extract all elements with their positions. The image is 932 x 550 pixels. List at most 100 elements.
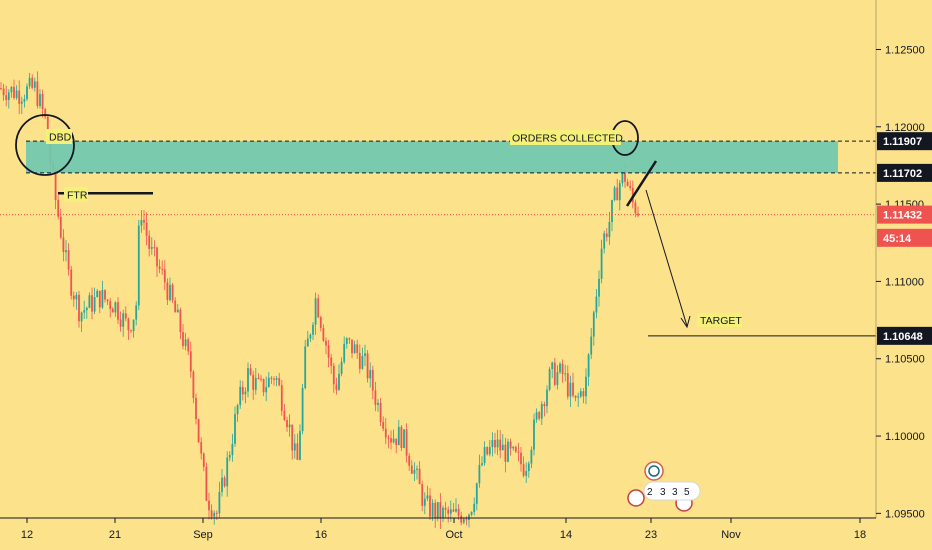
candle-body xyxy=(392,438,395,443)
candle-body xyxy=(13,86,15,98)
candle-body xyxy=(156,247,158,267)
candle-body xyxy=(413,469,416,474)
target-arrow[interactable] xyxy=(645,189,688,327)
candle-body xyxy=(137,225,140,306)
candle-body xyxy=(293,443,296,451)
candle-body xyxy=(449,509,452,514)
candle-body xyxy=(634,202,637,214)
candle-body xyxy=(275,378,278,380)
price-tag[interactable]: 1.11432 xyxy=(877,205,932,224)
candle-body xyxy=(158,266,161,269)
candle-body xyxy=(197,419,200,443)
candle-body xyxy=(442,507,444,519)
candle-body xyxy=(96,290,99,298)
candle-body xyxy=(75,294,78,300)
candle-body xyxy=(384,428,387,438)
orders-collected-text: ORDERS COLLECTED xyxy=(512,133,623,145)
candle-body xyxy=(163,269,166,283)
candle-body xyxy=(556,372,559,385)
event-icon-inner xyxy=(648,465,660,477)
candle-body xyxy=(403,429,405,448)
candle-body xyxy=(501,444,504,451)
price-tag[interactable]: 1.11702 xyxy=(877,163,932,182)
candle-body xyxy=(93,297,96,312)
candle-body xyxy=(241,386,244,395)
x-tick-label: Oct xyxy=(445,529,462,541)
candle-body xyxy=(260,378,262,380)
candle-body xyxy=(522,464,525,476)
event-count-4: 5 xyxy=(684,487,690,498)
candle-body xyxy=(226,457,229,487)
candle-body xyxy=(410,465,413,474)
candle-body xyxy=(585,376,587,397)
candle-body xyxy=(390,438,392,443)
candle-body xyxy=(306,338,309,347)
candle-body xyxy=(509,441,512,449)
price-tag[interactable]: 1.11907 xyxy=(877,132,932,151)
candle-body xyxy=(621,170,624,184)
candle-body xyxy=(187,339,190,352)
y-tick-label: 1.09500 xyxy=(885,508,925,520)
candle-body xyxy=(546,389,548,407)
candle-body xyxy=(434,502,437,518)
candle-body xyxy=(491,439,494,448)
candle-body xyxy=(590,336,593,355)
candle-body xyxy=(462,519,465,523)
candle-body xyxy=(278,378,281,386)
candle-body xyxy=(618,183,621,201)
candle-body xyxy=(221,477,223,492)
candle-body xyxy=(353,344,356,354)
candle-body xyxy=(140,219,143,226)
candle-body xyxy=(161,268,164,270)
candle-body xyxy=(127,318,130,331)
candle-body xyxy=(145,222,148,236)
price-tag-text: 1.11907 xyxy=(883,136,922,148)
supply-zone[interactable] xyxy=(26,141,838,173)
candle-body xyxy=(254,377,257,390)
candle-body xyxy=(54,169,57,201)
candle-body xyxy=(148,235,151,249)
candle-body xyxy=(340,361,343,374)
candle-body xyxy=(418,468,421,485)
price-axis[interactable]: 1.125001.120001.115001.110001.105001.100… xyxy=(875,0,932,520)
candle-body xyxy=(244,391,247,395)
candle-body xyxy=(358,352,361,369)
candle-body xyxy=(150,247,153,249)
candle-body xyxy=(457,508,460,516)
candle-body xyxy=(533,419,535,450)
price-tag[interactable]: 45:14 xyxy=(877,228,932,247)
ftr-label: FTR xyxy=(64,187,88,202)
candle-body xyxy=(475,483,478,504)
candle-body xyxy=(257,377,260,379)
candle-body xyxy=(452,509,455,512)
time-axis[interactable]: 12 21 Sep 16 Oct 14 23 Nov 18 xyxy=(0,517,876,541)
candle-body xyxy=(104,289,106,300)
candle-body xyxy=(512,446,515,449)
candle-body xyxy=(364,353,366,356)
candle-body xyxy=(595,296,598,313)
candle-body xyxy=(109,301,112,309)
candle-body xyxy=(507,441,509,462)
x-tick-label: 14 xyxy=(560,529,572,541)
candle-body xyxy=(88,295,91,308)
candle-body xyxy=(395,438,398,446)
candle-body xyxy=(486,447,489,455)
candle-body xyxy=(169,284,171,300)
event-icon[interactable] xyxy=(644,461,664,481)
candle-body xyxy=(98,290,101,308)
candle-body xyxy=(616,187,619,201)
candle-body xyxy=(78,294,80,322)
candle-body xyxy=(387,437,390,439)
candle-body xyxy=(366,353,369,379)
candle-body xyxy=(564,373,567,375)
x-tick-label: 16 xyxy=(315,529,327,541)
flag-icon[interactable] xyxy=(627,489,645,507)
price-tag[interactable]: 1.10648 xyxy=(877,326,932,345)
dbd-circle[interactable] xyxy=(15,114,75,176)
candle-body xyxy=(478,464,481,484)
trendline[interactable] xyxy=(625,160,658,207)
events-badge[interactable]: 2 3 3 5 xyxy=(627,461,701,512)
price-tag-text: 1.10648 xyxy=(883,331,923,343)
candle-body xyxy=(72,295,75,300)
